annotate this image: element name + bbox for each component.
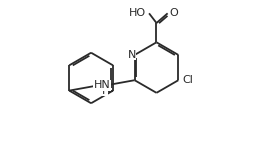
Text: N: N — [128, 50, 136, 60]
Text: Cl: Cl — [183, 75, 194, 85]
Text: HN: HN — [94, 80, 110, 90]
Text: HO: HO — [129, 8, 146, 18]
Text: O: O — [170, 8, 179, 18]
Text: F: F — [102, 86, 108, 96]
